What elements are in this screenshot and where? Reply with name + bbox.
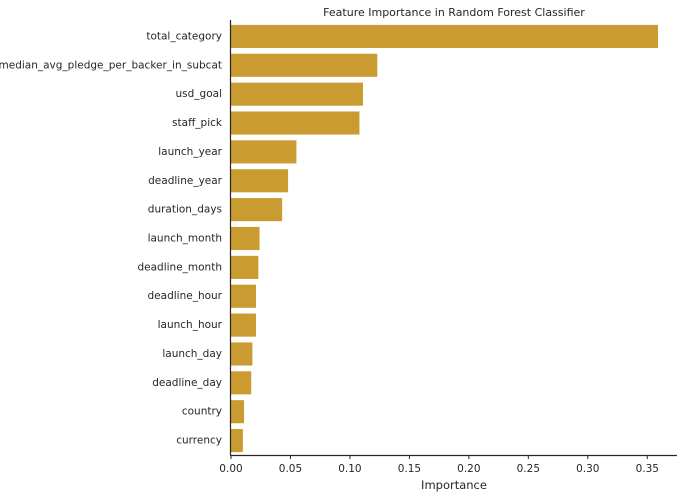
- y-tick-label: launch_year: [158, 146, 222, 158]
- bar-staff-pick: [231, 111, 360, 135]
- x-tick-label: 0.05: [279, 463, 302, 475]
- y-tick-label: launch_hour: [158, 319, 223, 331]
- y-tick-labels: total_category median_avg_pledge_per_back…: [0, 30, 223, 446]
- x-tick-label: 0.15: [398, 463, 421, 475]
- y-tick-label: country: [182, 406, 222, 418]
- bar-currency: [231, 429, 243, 453]
- y-tick-label: deadline_month: [137, 261, 222, 273]
- x-tick-label: 0.00: [219, 463, 242, 475]
- bar-total-category: [231, 24, 658, 48]
- bar-launch-month: [231, 226, 260, 251]
- x-axis-label: Importance: [421, 478, 487, 492]
- bar-launch-hour: [231, 313, 256, 337]
- chart-title: Feature Importance in Random Forest Clas…: [323, 6, 585, 19]
- x-ticks: 0.00 0.05 0.10 0.15 0.20 0.25 0.30 0.35: [219, 455, 659, 475]
- y-tick-label: launch_day: [162, 348, 222, 360]
- bar-launch-day: [231, 342, 253, 366]
- y-tick-label: total_category: [146, 30, 222, 42]
- x-tick-label: 0.25: [517, 463, 540, 475]
- x-tick-label: 0.30: [576, 463, 599, 475]
- y-tick-label: deadline_year: [148, 175, 223, 187]
- x-tick-label: 0.20: [457, 463, 480, 475]
- y-tick-label: deadline_day: [152, 377, 222, 389]
- y-tick-label: median_avg_pledge_per_backer_in_subcat: [0, 59, 222, 71]
- bar-usd-goal: [231, 82, 364, 106]
- bar-launch-year: [231, 140, 297, 164]
- bars-layer: [231, 24, 658, 453]
- y-tick-label: currency: [176, 435, 222, 447]
- bar-deadline-year: [231, 169, 289, 193]
- x-tick-label: 0.10: [338, 463, 361, 475]
- y-tick-label: staff_pick: [172, 117, 223, 129]
- bar-deadline-day: [231, 371, 252, 395]
- bar-duration-days: [231, 198, 283, 222]
- bar-deadline-month: [231, 255, 259, 279]
- x-tick-label: 0.35: [636, 463, 659, 475]
- y-tick-label: duration_days: [148, 204, 222, 216]
- bar-median-avg-pledge-per-backer-in-subcat: [231, 53, 378, 77]
- bar-deadline-hour: [231, 284, 256, 308]
- y-tick-label: launch_month: [148, 233, 222, 245]
- y-tick-label: deadline_hour: [148, 290, 223, 302]
- bar-country: [231, 400, 245, 424]
- y-tick-label: usd_goal: [176, 88, 222, 100]
